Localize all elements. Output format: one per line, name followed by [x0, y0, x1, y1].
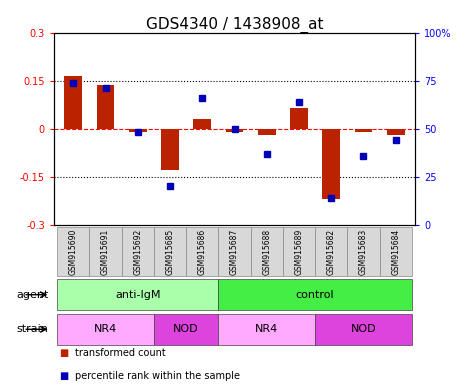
Bar	[64, 76, 82, 129]
Bar	[161, 129, 179, 170]
Text: GSM915689: GSM915689	[295, 228, 303, 275]
Text: ■: ■	[59, 348, 68, 358]
Text: agent: agent	[16, 290, 49, 300]
Text: NOD: NOD	[351, 324, 376, 334]
Text: GSM915686: GSM915686	[198, 228, 207, 275]
Bar	[258, 129, 276, 135]
Text: GSM915683: GSM915683	[359, 228, 368, 275]
Text: GSM915687: GSM915687	[230, 228, 239, 275]
Bar	[57, 279, 219, 310]
Text: NR4: NR4	[255, 324, 279, 334]
Bar	[219, 279, 412, 310]
Bar	[387, 129, 405, 135]
Text: GSM915682: GSM915682	[327, 228, 336, 275]
Text: strain: strain	[16, 324, 48, 334]
Bar	[219, 314, 315, 345]
Text: NOD: NOD	[174, 324, 199, 334]
Bar	[97, 86, 114, 129]
Text: GSM915685: GSM915685	[166, 228, 174, 275]
Text: GSM915690: GSM915690	[69, 228, 78, 275]
Text: GSM915684: GSM915684	[391, 228, 400, 275]
Bar	[57, 227, 90, 276]
Text: transformed count: transformed count	[75, 348, 166, 358]
Text: control: control	[296, 290, 334, 300]
Text: NR4: NR4	[94, 324, 117, 334]
Bar	[129, 129, 147, 132]
Bar	[90, 227, 121, 276]
Bar	[121, 227, 154, 276]
Text: percentile rank within the sample: percentile rank within the sample	[75, 371, 240, 381]
Bar	[154, 227, 186, 276]
Bar	[219, 227, 250, 276]
Title: GDS4340 / 1438908_at: GDS4340 / 1438908_at	[146, 17, 323, 33]
Bar	[283, 227, 315, 276]
Bar	[186, 227, 219, 276]
Bar	[315, 314, 412, 345]
Bar	[315, 227, 348, 276]
Bar	[193, 119, 211, 129]
Bar	[322, 129, 340, 199]
Bar	[250, 227, 283, 276]
Text: anti-IgM: anti-IgM	[115, 290, 160, 300]
Bar	[226, 129, 243, 132]
Bar	[57, 314, 154, 345]
Text: ■: ■	[59, 371, 68, 381]
Bar	[379, 227, 412, 276]
Text: GSM915691: GSM915691	[101, 228, 110, 275]
Bar	[290, 108, 308, 129]
Text: GSM915688: GSM915688	[262, 228, 271, 275]
Bar	[348, 227, 379, 276]
Bar	[355, 129, 372, 132]
Text: GSM915692: GSM915692	[133, 228, 142, 275]
Bar	[154, 314, 219, 345]
